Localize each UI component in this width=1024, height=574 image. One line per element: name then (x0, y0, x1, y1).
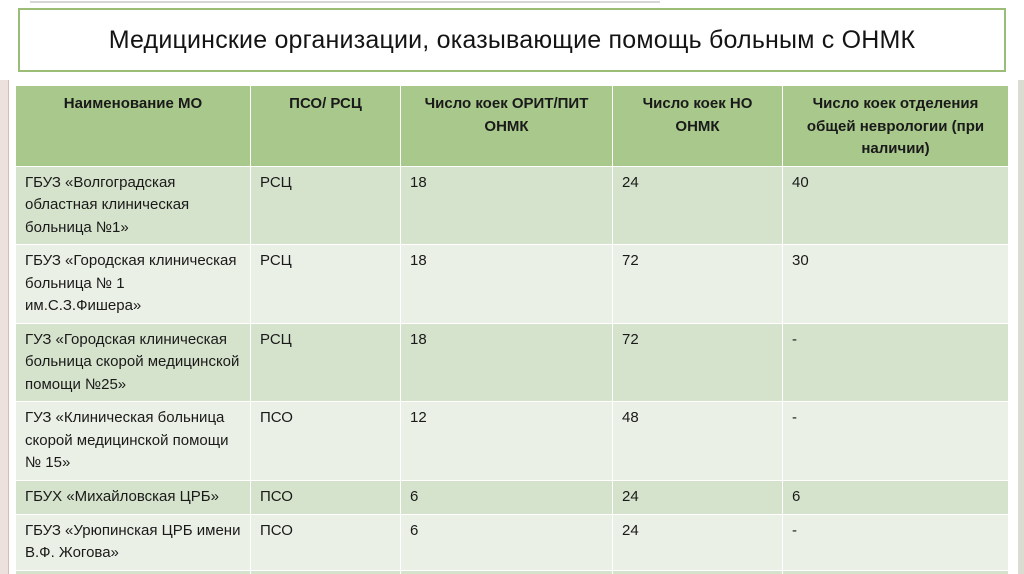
cell-beds-orit: 6 (400, 479, 613, 515)
table-row: ГБУЗ г. Камышина «Городская больница № 1… (15, 569, 1009, 574)
cell-beds-no: 72 (612, 322, 783, 402)
cell-beds-neuro: - (782, 401, 1009, 481)
table-row: ГУЗ «Городская клиническая больница скор… (15, 322, 1009, 402)
col-header-mo-name: Наименование МО (15, 85, 251, 167)
table-row: ГБУЗ «Городская клиническая больница № 1… (15, 244, 1009, 324)
cell-mo-name: ГБУХ «Михайловская ЦРБ» (15, 479, 251, 515)
cell-pso-rsc: ПСО (250, 513, 401, 571)
slide-top-edge (30, 1, 660, 3)
cell-pso-rsc: РСЦ (250, 322, 401, 402)
table-row: ГУЗ «Клиническая больница скорой медицин… (15, 401, 1009, 481)
cell-beds-orit: 18 (400, 244, 613, 324)
hospitals-table: Наименование МО ПСО/ РСЦ Число коек ОРИТ… (15, 85, 1009, 574)
cell-beds-neuro: 6 (782, 479, 1009, 515)
cell-beds-orit: 18 (400, 165, 613, 245)
col-header-pso-rsc: ПСО/ РСЦ (250, 85, 401, 167)
table-header-row: Наименование МО ПСО/ РСЦ Число коек ОРИТ… (15, 85, 1009, 167)
cell-mo-name: ГУЗ «Клиническая больница скорой медицин… (15, 401, 251, 481)
cell-mo-name: ГБУЗ «Городская клиническая больница № 1… (15, 244, 251, 324)
cell-beds-neuro: - (782, 569, 1009, 574)
cell-beds-no: 24 (612, 479, 783, 515)
cell-pso-rsc: ПСО (250, 479, 401, 515)
cell-beds-no: 48 (612, 401, 783, 481)
title-box: Медицинские организации, оказывающие пом… (18, 8, 1006, 72)
cell-beds-orit: 6 (400, 569, 613, 574)
cell-beds-neuro: - (782, 513, 1009, 571)
cell-mo-name: ГУЗ «Городская клиническая больница скор… (15, 322, 251, 402)
cell-beds-neuro: - (782, 322, 1009, 402)
cell-pso-rsc: РСЦ (250, 244, 401, 324)
cell-beds-orit: 6 (400, 513, 613, 571)
cell-pso-rsc: РСЦ (250, 165, 401, 245)
cell-pso-rsc: ПСО (250, 569, 401, 574)
cell-pso-rsc: ПСО (250, 401, 401, 481)
cell-beds-orit: 12 (400, 401, 613, 481)
cell-beds-neuro: 40 (782, 165, 1009, 245)
table-row: ГБУЗ «Урюпинская ЦРБ имени В.Ф. Жогова» … (15, 513, 1009, 571)
cell-beds-no: 24 (612, 513, 783, 571)
table-row: ГБУХ «Михайловская ЦРБ» ПСО 6 24 6 (15, 479, 1009, 515)
cell-beds-no: 24 (612, 569, 783, 574)
cell-beds-no: 24 (612, 165, 783, 245)
slide-right-edge (1018, 80, 1024, 574)
col-header-beds-orit: Число коек ОРИТ/ПИТ ОНМК (400, 85, 613, 167)
cell-beds-orit: 18 (400, 322, 613, 402)
page-title: Медицинские организации, оказывающие пом… (108, 25, 916, 54)
table-row: ГБУЗ «Волгоградская областная клиническа… (15, 165, 1009, 245)
cell-beds-no: 72 (612, 244, 783, 324)
col-header-beds-no: Число коек НО ОНМК (612, 85, 783, 167)
cell-beds-neuro: 30 (782, 244, 1009, 324)
cell-mo-name: ГБУЗ «Волгоградская областная клиническа… (15, 165, 251, 245)
cell-mo-name: ГБУЗ «Урюпинская ЦРБ имени В.Ф. Жогова» (15, 513, 251, 571)
cell-mo-name: ГБУЗ г. Камышина «Городская больница № 1… (15, 569, 251, 574)
slide-left-edge (0, 80, 9, 574)
col-header-beds-neuro: Число коек отделения общей неврологии (п… (782, 85, 1009, 167)
